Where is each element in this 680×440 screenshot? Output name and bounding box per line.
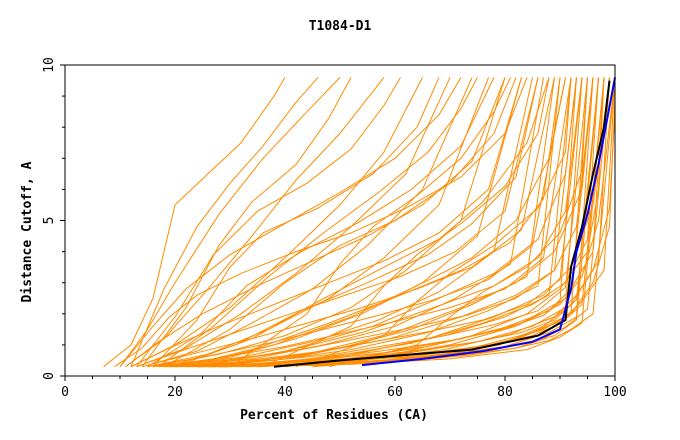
series-line-37 <box>202 77 594 368</box>
series-line-50 <box>163 77 583 368</box>
series-line-4 <box>136 77 451 368</box>
series-line-3 <box>130 77 423 368</box>
x-tick-label-100: 100 <box>603 385 626 400</box>
highlight-line-1 <box>361 77 616 367</box>
series-line-30 <box>257 96 616 368</box>
series-line-36 <box>191 77 583 368</box>
series-line-8 <box>158 77 522 368</box>
series-line-61 <box>328 77 588 368</box>
series-line-16 <box>202 77 588 368</box>
x-tick-label-20: 20 <box>167 385 183 400</box>
series-line-24 <box>185 77 566 368</box>
series-line-60 <box>295 77 572 368</box>
series-layer <box>103 77 616 368</box>
x-tick-label-60: 60 <box>387 385 403 400</box>
series-line-49 <box>158 77 577 368</box>
tick-layer: 0 20 40 60 80 100 0 5 10 <box>42 57 627 400</box>
chart-title: T1084-D1 <box>309 19 372 34</box>
series-line-47 <box>147 77 566 368</box>
series-line-40 <box>235 77 610 368</box>
series-line-1 <box>119 77 341 367</box>
highlight-line-0 <box>273 80 611 368</box>
series-line-58 <box>229 77 511 368</box>
series-line-33 <box>158 77 478 368</box>
series-line-48 <box>152 77 572 368</box>
series-line-6 <box>147 77 489 368</box>
series-line-19 <box>218 77 605 368</box>
series-line-32 <box>169 77 539 368</box>
highlight-layer <box>273 77 616 368</box>
series-line-51 <box>169 77 588 368</box>
series-line-34 <box>136 77 401 368</box>
y-tick-label-0: 0 <box>42 372 57 380</box>
series-line-62 <box>284 77 605 368</box>
series-line-26 <box>130 77 319 367</box>
x-tick-label-0: 0 <box>61 385 69 400</box>
x-tick-label-80: 80 <box>497 385 513 400</box>
y-axis-label: Distance Cutoff, A <box>20 161 35 302</box>
series-line-25 <box>196 77 577 368</box>
series-line-59 <box>262 77 550 368</box>
series-line-43 <box>125 77 506 368</box>
y-tick-label-5: 5 <box>42 217 57 225</box>
series-line-63 <box>312 111 616 368</box>
series-line-46 <box>141 77 555 368</box>
series-line-57 <box>114 77 528 368</box>
series-line-45 <box>136 77 539 368</box>
series-line-0 <box>103 77 286 368</box>
series-line-44 <box>130 77 522 368</box>
series-line-42 <box>119 77 462 368</box>
series-line-38 <box>213 77 599 368</box>
x-tick-label-40: 40 <box>277 385 293 400</box>
series-line-23 <box>174 77 550 368</box>
x-axis-label: Percent of Residues (CA) <box>240 408 428 423</box>
series-line-21 <box>141 77 352 367</box>
series-line-10 <box>169 77 544 368</box>
series-line-13 <box>185 77 572 368</box>
series-line-35 <box>180 77 561 368</box>
y-tick-label-10: 10 <box>42 57 57 73</box>
series-line-31 <box>147 77 495 368</box>
series-line-14 <box>191 77 577 368</box>
